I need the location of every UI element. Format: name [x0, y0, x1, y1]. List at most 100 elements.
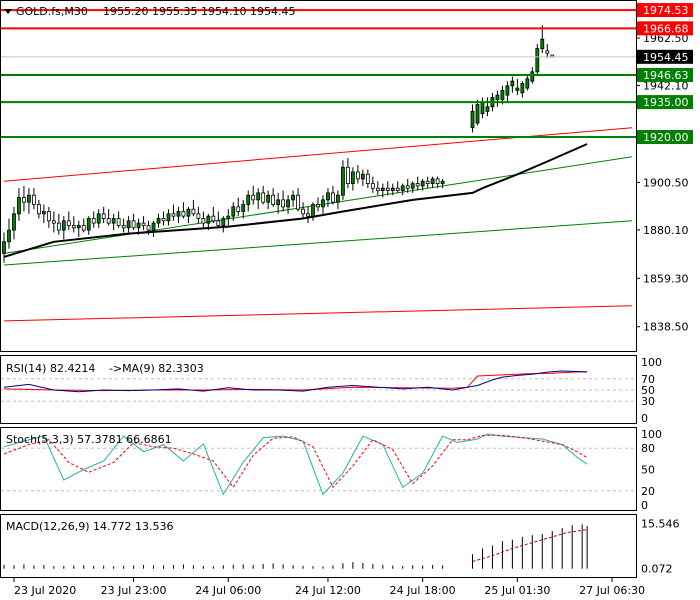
candle-body — [545, 50, 550, 54]
candle-49 — [246, 190, 251, 212]
candle-body — [256, 192, 261, 201]
candle-body — [365, 173, 370, 184]
candle-body — [41, 211, 46, 215]
indicator-tick-label: 100 — [641, 356, 662, 369]
candle-31 — [156, 213, 161, 228]
candle-body — [221, 218, 226, 226]
candle-3 — [17, 188, 21, 221]
candle-65 — [326, 188, 330, 207]
stoch-panel-frame — [0, 427, 637, 511]
candle-body — [12, 213, 16, 231]
candle-body — [360, 173, 365, 180]
candle-body — [71, 225, 76, 229]
candle-body — [341, 166, 345, 196]
candle-body — [156, 218, 161, 224]
time-tick-label: 24 Jul 12:00 — [295, 584, 361, 597]
candle-24 — [121, 218, 126, 233]
candle-78 — [390, 183, 395, 196]
candle-body — [126, 220, 131, 229]
candle-29 — [146, 220, 151, 235]
candle-body — [430, 178, 435, 184]
candle-40 — [201, 211, 206, 228]
candle-body — [56, 222, 61, 231]
level-box-resistance — [637, 3, 693, 18]
time-tick-label: 25 Jul 01:30 — [484, 584, 550, 597]
candle-body — [76, 225, 81, 229]
candle-body — [355, 171, 360, 180]
candle-body — [226, 215, 231, 219]
candle-61 — [306, 206, 310, 224]
candle-body — [146, 225, 151, 231]
candle-47 — [236, 197, 241, 217]
candle-body — [405, 185, 410, 189]
candle-body — [435, 178, 440, 184]
candle-body — [395, 187, 400, 191]
candle-body — [286, 199, 290, 208]
candle-body — [375, 187, 380, 191]
level-box-support — [637, 68, 693, 83]
level-label: 1974.53 — [643, 4, 689, 17]
channel-line-2 — [3, 220, 633, 266]
candle-6 — [32, 188, 36, 210]
candle-13 — [66, 211, 71, 231]
candle-body — [326, 192, 330, 201]
candle-body — [301, 208, 305, 215]
candle-63 — [316, 197, 320, 212]
candle-81 — [405, 178, 410, 193]
candle-80 — [400, 183, 405, 196]
indicator-tick-label: 0 — [641, 499, 648, 512]
candle-body — [276, 199, 281, 205]
candle-body — [7, 229, 11, 243]
candle-67 — [336, 190, 340, 210]
candle-body — [186, 208, 191, 217]
candle-body — [131, 220, 136, 229]
current-price-box — [637, 49, 693, 64]
candle-35 — [176, 206, 181, 224]
symbol-header: GOLD.fs,M30 — [16, 5, 88, 18]
candle-84 — [420, 178, 425, 191]
horizontal-levels: 1954.45 1974.53 1966.68 1946.63 1935.00 1920.… — [1, 3, 693, 145]
candle-body — [425, 180, 430, 184]
candle-body — [296, 194, 300, 210]
candle-body — [266, 194, 271, 203]
price-tick-label: 1942.10 — [643, 80, 689, 93]
candle-body — [111, 218, 116, 224]
candle-body — [236, 206, 241, 212]
candle-body — [166, 213, 171, 222]
candle-34 — [171, 204, 176, 221]
candle-53 — [266, 190, 271, 210]
candle-74 — [370, 176, 375, 193]
candle-98 — [515, 78, 520, 96]
candle-26 — [131, 213, 136, 231]
candle-body — [121, 225, 126, 229]
candle-69 — [346, 157, 350, 189]
candle-body — [191, 208, 196, 215]
candle-82 — [410, 181, 415, 193]
candle-body — [211, 215, 216, 222]
candle-body — [346, 166, 350, 184]
level-box-support — [637, 95, 693, 110]
candle-body — [415, 183, 420, 187]
candle-50 — [251, 185, 256, 205]
candle-17 — [86, 216, 91, 235]
candle-46 — [231, 202, 236, 221]
candle-body — [101, 213, 106, 219]
candle-11 — [56, 213, 61, 235]
candle-4 — [22, 185, 26, 212]
candle-77 — [385, 181, 390, 196]
chart-menu-triangle-icon[interactable] — [4, 9, 12, 14]
candle-22 — [111, 213, 116, 231]
candle-body — [410, 183, 415, 189]
candle-body — [311, 204, 315, 217]
indicator-tick-label: 50 — [641, 384, 655, 397]
candle-12 — [61, 216, 66, 240]
candle-body — [136, 222, 141, 229]
macd-tick-label: 15.546 — [641, 518, 680, 531]
candle-body — [86, 218, 91, 231]
candle-89 — [470, 104, 475, 133]
candle-1 — [7, 218, 11, 249]
candle-87 — [435, 176, 440, 189]
candle-79 — [395, 181, 400, 193]
indicator-tick-label: 50 — [641, 464, 655, 477]
